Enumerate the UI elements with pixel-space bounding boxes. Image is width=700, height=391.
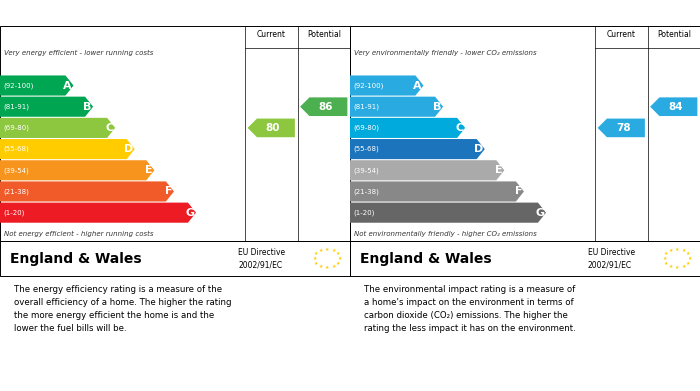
Text: B: B [433,102,442,112]
Polygon shape [598,118,645,137]
Polygon shape [0,118,115,138]
Text: ★: ★ [336,261,340,265]
Text: (55-68): (55-68) [4,146,29,152]
Text: (21-38): (21-38) [354,188,379,195]
Text: ★: ★ [318,264,323,269]
Text: 80: 80 [266,123,281,133]
Text: ★: ★ [686,261,690,265]
Polygon shape [650,97,697,116]
Text: ★: ★ [668,248,673,253]
Text: (92-100): (92-100) [4,82,34,89]
Polygon shape [350,181,524,201]
Text: D: D [474,144,483,154]
Text: E: E [145,165,153,175]
Text: (1-20): (1-20) [354,210,375,216]
Polygon shape [350,139,484,159]
Text: E: E [495,165,503,175]
Text: (69-80): (69-80) [4,125,29,131]
Text: Potential: Potential [307,30,341,39]
Text: Not energy efficient - higher running costs: Not energy efficient - higher running co… [4,231,153,237]
Text: ★: ★ [314,251,318,256]
Text: ★: ★ [681,248,686,253]
Text: (39-54): (39-54) [4,167,29,174]
Polygon shape [350,75,424,95]
Polygon shape [350,97,443,117]
Text: ★: ★ [325,247,330,252]
Text: ★: ★ [331,248,336,253]
Text: D: D [124,144,133,154]
Polygon shape [0,139,134,159]
Text: Environmental Impact (CO₂) Rating: Environmental Impact (CO₂) Rating [360,7,593,20]
Text: ★: ★ [325,265,330,270]
Text: ★: ★ [662,256,666,261]
Text: ★: ★ [314,261,318,265]
Text: Potential: Potential [657,30,691,39]
Text: ★: ★ [664,261,668,265]
Text: ★: ★ [331,264,336,269]
Text: F: F [514,187,522,196]
Text: ★: ★ [336,251,340,256]
Text: (39-54): (39-54) [354,167,379,174]
Text: A: A [413,81,422,90]
Text: Very energy efficient - lower running costs: Very energy efficient - lower running co… [4,50,153,56]
Text: (81-91): (81-91) [4,104,29,110]
Text: B: B [83,102,92,112]
Polygon shape [300,97,347,116]
Text: Current: Current [257,30,286,39]
Text: ★: ★ [686,251,690,256]
Polygon shape [248,118,295,137]
Text: 86: 86 [318,102,333,112]
Text: (55-68): (55-68) [354,146,379,152]
Text: England & Wales: England & Wales [10,251,142,265]
Text: Current: Current [607,30,636,39]
Text: C: C [106,123,113,133]
Text: ★: ★ [668,264,673,269]
Text: ★: ★ [675,247,680,252]
Polygon shape [350,203,546,223]
Text: ★: ★ [338,256,342,261]
Text: EU Directive
2002/91/EC: EU Directive 2002/91/EC [238,248,285,269]
Polygon shape [0,203,196,223]
Text: Energy Efficiency Rating: Energy Efficiency Rating [10,7,173,20]
Text: EU Directive
2002/91/EC: EU Directive 2002/91/EC [588,248,635,269]
Text: Not environmentally friendly - higher CO₂ emissions: Not environmentally friendly - higher CO… [354,231,536,237]
Polygon shape [350,118,465,138]
Text: (1-20): (1-20) [4,210,25,216]
Text: 78: 78 [616,123,631,133]
Polygon shape [0,160,154,180]
Text: ★: ★ [318,248,323,253]
Text: F: F [164,187,172,196]
Text: C: C [456,123,463,133]
Text: G: G [536,208,545,218]
Text: England & Wales: England & Wales [360,251,492,265]
Polygon shape [0,75,74,95]
Text: Very environmentally friendly - lower CO₂ emissions: Very environmentally friendly - lower CO… [354,50,536,56]
Polygon shape [350,160,504,180]
Polygon shape [0,181,174,201]
Text: ★: ★ [688,256,692,261]
Text: 84: 84 [668,102,683,112]
Text: (92-100): (92-100) [354,82,384,89]
Text: ★: ★ [681,264,686,269]
Text: ★: ★ [312,256,316,261]
Text: G: G [186,208,195,218]
Text: The environmental impact rating is a measure of
a home's impact on the environme: The environmental impact rating is a mea… [364,285,575,333]
Text: (21-38): (21-38) [4,188,29,195]
Text: (81-91): (81-91) [354,104,379,110]
Polygon shape [0,97,93,117]
Text: A: A [63,81,72,90]
Text: The energy efficiency rating is a measure of the
overall efficiency of a home. T: The energy efficiency rating is a measur… [14,285,232,333]
Text: ★: ★ [675,265,680,270]
Text: ★: ★ [664,251,668,256]
Text: (69-80): (69-80) [354,125,379,131]
